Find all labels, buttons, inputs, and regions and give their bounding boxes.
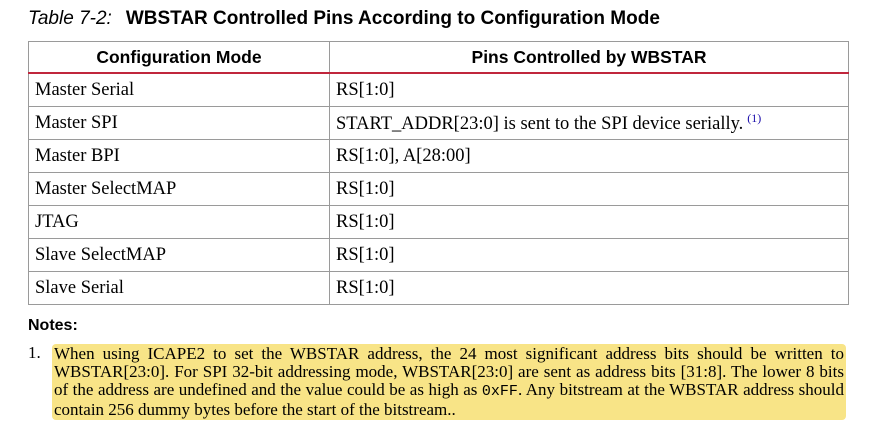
column-header-pins-controlled: Pins Controlled by WBSTAR — [329, 41, 849, 74]
pins-cell: RS[1:0] — [329, 172, 849, 206]
table-row: Slave SelectMAP RS[1:0] — [28, 238, 849, 272]
mode-cell: Slave SelectMAP — [28, 238, 330, 272]
note-item: 1. When using ICAPE2 to set the WBSTAR a… — [28, 344, 846, 420]
table-number: Table 7-2: — [28, 8, 112, 29]
pins-cell: RS[1:0] — [329, 271, 849, 305]
table-row: Slave Serial RS[1:0] — [28, 271, 849, 305]
pins-cell: START_ADDR[23:0] is sent to the SPI devi… — [329, 106, 849, 140]
note-text-part: . Any bitstream at the WBSTAR address sh… — [54, 380, 844, 419]
mode-cell: JTAG — [28, 205, 330, 239]
table-header-row: Configuration Mode Pins Controlled by WB… — [28, 41, 849, 74]
table-row: Master BPI RS[1:0], A[28:00] — [28, 139, 849, 173]
note-text-part: When using ICAPE2 to set the WBSTAR addr… — [54, 344, 844, 399]
notes-heading: Notes: — [28, 317, 78, 334]
table-row: Master SPI START_ADDR[23:0] is sent to t… — [28, 106, 849, 140]
pins-cell: RS[1:0] — [329, 72, 849, 107]
highlighted-note-text: When using ICAPE2 to set the WBSTAR addr… — [52, 344, 846, 420]
footnote-link[interactable]: (1) — [747, 111, 762, 125]
pins-text: START_ADDR[23:0] is sent to the SPI devi… — [336, 114, 744, 134]
table-row: JTAG RS[1:0] — [28, 205, 849, 239]
note-code: 0xFF — [481, 383, 518, 400]
mode-cell: Master SelectMAP — [28, 172, 330, 206]
pins-cell: RS[1:0] — [329, 238, 849, 272]
table-row: Master Serial RS[1:0] — [28, 72, 849, 107]
table-caption: Table 7-2: WBSTAR Controlled Pins Accordi… — [28, 8, 660, 30]
mode-cell: Master BPI — [28, 139, 330, 173]
mode-cell: Slave Serial — [28, 271, 330, 305]
note-number: 1. — [28, 343, 41, 362]
pins-cell: RS[1:0], A[28:00] — [329, 139, 849, 173]
pins-cell: RS[1:0] — [329, 205, 849, 239]
table-title: WBSTAR Controlled Pins According to Conf… — [125, 8, 660, 29]
mode-cell: Master SPI — [28, 106, 330, 140]
wbstar-pins-table: Configuration Mode Pins Controlled by WB… — [28, 41, 849, 305]
column-header-configuration-mode: Configuration Mode — [28, 41, 330, 74]
table-row: Master SelectMAP RS[1:0] — [28, 172, 849, 206]
mode-cell: Master Serial — [28, 72, 330, 107]
